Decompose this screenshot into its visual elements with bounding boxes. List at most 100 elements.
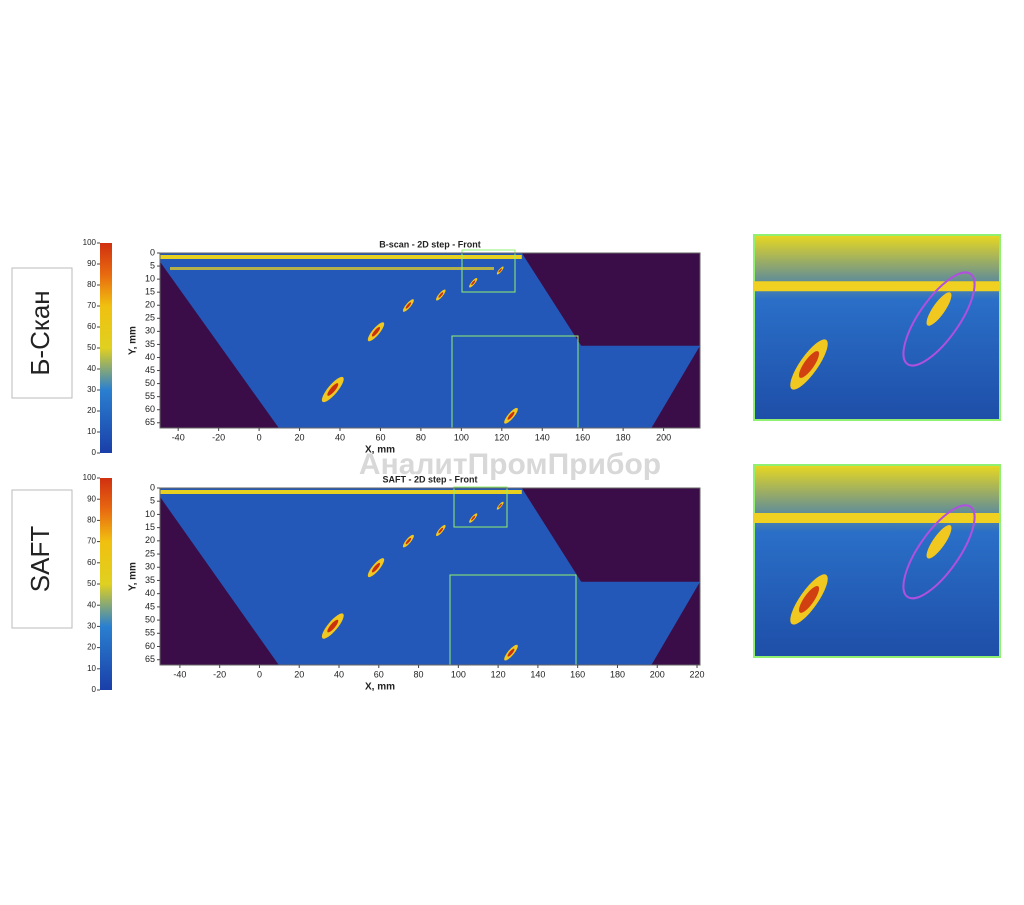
colorbar-tick-label: 10 — [87, 427, 96, 436]
y-tick-label: 5 — [150, 260, 155, 270]
colorbar-tick-label: 70 — [87, 537, 96, 546]
y-tick-label: 0 — [150, 247, 155, 257]
y-tick-label: 65 — [145, 417, 155, 427]
colorbar-tick-label: 100 — [83, 473, 97, 482]
colorbar-tick-label: 70 — [87, 301, 96, 310]
y-tick-label: 50 — [145, 378, 155, 388]
zoom-panel — [753, 234, 1001, 421]
reflector-core — [438, 292, 444, 298]
y-tick-label: 35 — [145, 339, 155, 349]
y-tick-label: 40 — [145, 588, 155, 598]
colorbar-tick-label: 90 — [87, 494, 96, 503]
x-tick-label: 160 — [575, 432, 590, 442]
side-label-box — [11, 267, 73, 399]
reflector-core — [327, 383, 339, 396]
zoom-reflector-core — [798, 351, 820, 378]
y-tick-label: 25 — [145, 313, 155, 323]
x-tick-label: 200 — [650, 669, 665, 679]
surface-echo — [170, 267, 494, 270]
reflector-core — [498, 268, 502, 273]
x-tick-label: 20 — [295, 432, 305, 442]
zoom-reflector-core — [798, 585, 820, 613]
x-tick-label: 120 — [491, 669, 506, 679]
colorbar-tick-label: 50 — [87, 343, 96, 352]
y-tick-label: 5 — [150, 496, 155, 506]
x-tick-label: 220 — [690, 669, 705, 679]
y-tick-label: 45 — [145, 365, 155, 375]
reflector-core — [507, 411, 515, 420]
colorbar — [100, 478, 112, 690]
reflector-core — [327, 619, 339, 633]
side-label: Б-Скан — [25, 290, 55, 375]
x-tick-label: -20 — [212, 432, 225, 442]
side-label: SAFT — [25, 526, 55, 593]
side-label-box — [11, 489, 73, 629]
colorbar-tick-label: 10 — [87, 664, 96, 673]
y-tick-label: 10 — [145, 509, 155, 519]
zoom-band — [754, 281, 1000, 292]
x-tick-label: 60 — [375, 432, 385, 442]
roi-box — [453, 486, 508, 528]
colorbar-tick-label: 40 — [87, 364, 96, 373]
x-axis-label: X, mm — [365, 682, 395, 693]
reflector-core — [371, 327, 381, 337]
y-tick-label: 60 — [145, 641, 155, 651]
y-tick-label: 45 — [145, 601, 155, 611]
y-tick-label: 15 — [145, 522, 155, 532]
reflector-core — [471, 515, 476, 521]
reflector-core — [438, 527, 444, 534]
x-tick-label: 100 — [454, 432, 469, 442]
colorbar-tick-label: 60 — [87, 558, 96, 567]
x-tick-label: 160 — [570, 669, 585, 679]
y-axis-label: Y, mm — [128, 326, 139, 355]
y-axis-label: Y, mm — [128, 562, 139, 591]
scan-region — [160, 488, 700, 665]
y-tick-label: 30 — [145, 562, 155, 572]
y-tick-label: 60 — [145, 404, 155, 414]
y-tick-label: 40 — [145, 352, 155, 362]
x-tick-label: 200 — [656, 432, 671, 442]
y-tick-label: 20 — [145, 535, 155, 545]
chart-title: B-scan - 2D step - Front — [379, 239, 481, 249]
x-tick-label: 100 — [451, 669, 466, 679]
surface-echo — [160, 490, 522, 494]
zoom-reflector — [926, 292, 952, 326]
colorbar-tick-label: 20 — [87, 643, 96, 652]
x-tick-label: 40 — [335, 432, 345, 442]
colorbar-tick-label: 80 — [87, 516, 96, 525]
reflector-core — [405, 537, 412, 545]
colorbar-tick-label: 90 — [87, 259, 96, 268]
colorbar-tick-label: 50 — [87, 579, 96, 588]
colorbar — [100, 243, 112, 453]
y-tick-label: 25 — [145, 548, 155, 558]
plot-frame — [159, 252, 701, 429]
x-tick-label: 140 — [535, 432, 550, 442]
colorbar-tick-label: 80 — [87, 280, 96, 289]
x-tick-label: 80 — [414, 669, 424, 679]
reflector-core — [507, 648, 515, 657]
chart-title: SAFT - 2D step - Front — [383, 474, 478, 484]
roi-box — [461, 249, 516, 293]
y-tick-label: 35 — [145, 575, 155, 585]
colorbar-tick-label: 60 — [87, 322, 96, 331]
x-axis-label: X, mm — [365, 445, 395, 456]
plot-frame — [159, 487, 701, 666]
x-tick-label: -20 — [213, 669, 226, 679]
zoom-highlight — [902, 504, 976, 600]
x-tick-label: 120 — [494, 432, 509, 442]
zoom-highlight — [902, 271, 976, 367]
watermark: АналитПромПрибор — [359, 448, 661, 481]
y-tick-label: 50 — [145, 614, 155, 624]
y-tick-label: 15 — [145, 287, 155, 297]
x-tick-label: -40 — [173, 669, 186, 679]
colorbar-tick-label: 20 — [87, 406, 96, 415]
x-tick-label: 140 — [530, 669, 545, 679]
x-tick-label: 180 — [610, 669, 625, 679]
reflector-core — [498, 503, 502, 508]
x-tick-label: 60 — [374, 669, 384, 679]
reflector-core — [471, 280, 476, 286]
scan-region — [160, 253, 700, 428]
colorbar-tick-label: 100 — [83, 238, 97, 247]
colorbar-tick-label: 30 — [87, 385, 96, 394]
